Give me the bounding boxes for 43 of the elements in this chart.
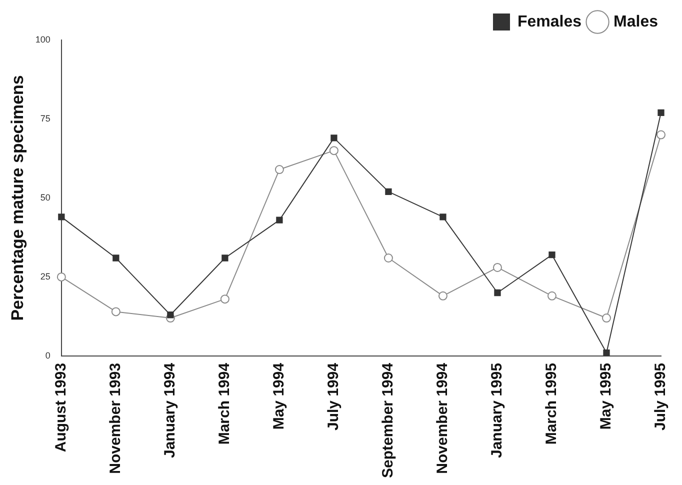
- point: [603, 349, 610, 356]
- point: [220, 294, 230, 304]
- x-tick-label: May 1995: [598, 362, 615, 430]
- point: [440, 214, 446, 220]
- x-tick-label: November 1994: [434, 362, 452, 474]
- point: [385, 188, 392, 195]
- y-tick-label: 75: [40, 113, 50, 124]
- y-tick-label: 0: [45, 350, 50, 360]
- legend-label: Females: [517, 13, 582, 30]
- point: [222, 254, 228, 262]
- point: [658, 109, 664, 116]
- point: [112, 254, 120, 262]
- point: [276, 216, 283, 224]
- point: [384, 253, 393, 262]
- x-tick-label: May 1994: [270, 362, 288, 430]
- point: [274, 165, 284, 174]
- point: [167, 312, 174, 318]
- x-tick-label: January 1994: [162, 362, 179, 458]
- x-tick-label: September 1994: [380, 362, 397, 478]
- x-tick-label: March 1995: [543, 362, 560, 445]
- point: [547, 291, 556, 300]
- point: [492, 262, 502, 272]
- x-tick-label: March 1994: [216, 362, 234, 445]
- point: [111, 307, 120, 316]
- legend-label: Males: [614, 13, 658, 30]
- point: [602, 314, 611, 323]
- x-tick-label: July 1995: [652, 362, 670, 430]
- y-axis-title: Percentage mature specimens: [8, 75, 27, 321]
- x-tick-label: July 1994: [325, 362, 342, 430]
- point: [330, 134, 338, 142]
- x-tick-label: November 1993: [107, 362, 124, 474]
- point: [329, 146, 338, 156]
- x-tick-label: August 1993: [52, 362, 70, 452]
- point: [58, 214, 65, 220]
- point: [56, 272, 66, 282]
- y-tick-label: 50: [40, 192, 50, 202]
- y-tick-label: 100: [35, 34, 50, 44]
- x-tick-label: January 1995: [488, 362, 506, 458]
- point: [656, 130, 666, 140]
- y-tick-label: 25: [40, 271, 50, 282]
- point: [494, 289, 501, 296]
- point: [548, 252, 556, 258]
- point: [438, 291, 448, 300]
